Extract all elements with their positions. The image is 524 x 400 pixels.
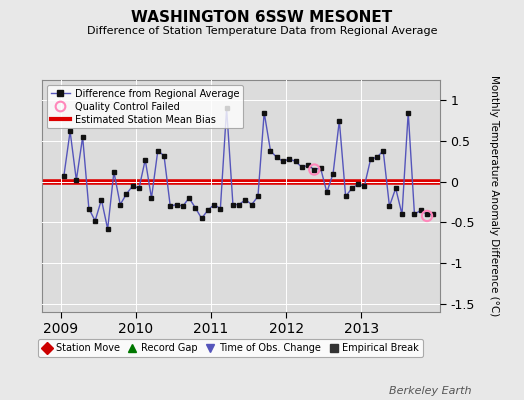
Legend: Difference from Regional Average, Quality Control Failed, Estimated Station Mean: Difference from Regional Average, Qualit… bbox=[47, 85, 243, 128]
Text: Berkeley Earth: Berkeley Earth bbox=[389, 386, 472, 396]
Y-axis label: Monthly Temperature Anomaly Difference (°C): Monthly Temperature Anomaly Difference (… bbox=[489, 75, 499, 317]
Text: Difference of Station Temperature Data from Regional Average: Difference of Station Temperature Data f… bbox=[87, 26, 437, 36]
Point bbox=[310, 166, 319, 173]
Legend: Station Move, Record Gap, Time of Obs. Change, Empirical Break: Station Move, Record Gap, Time of Obs. C… bbox=[38, 339, 423, 357]
Point bbox=[423, 213, 431, 219]
Text: WASHINGTON 6SSW MESONET: WASHINGTON 6SSW MESONET bbox=[132, 10, 392, 25]
